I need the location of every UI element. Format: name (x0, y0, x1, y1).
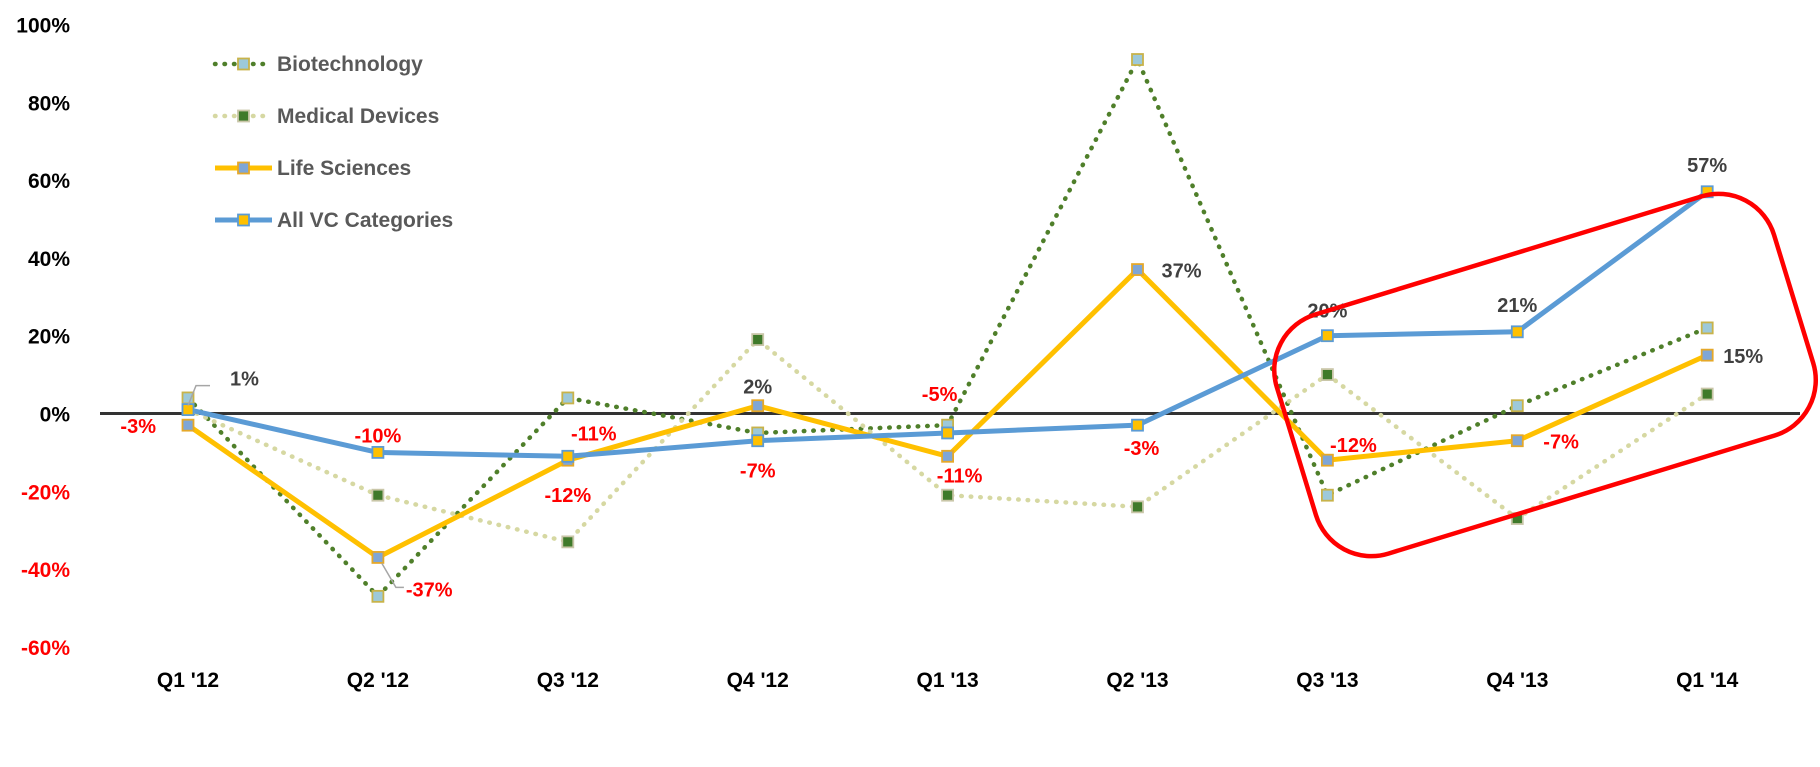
data-label: -10% (355, 425, 402, 447)
leader-line (187, 384, 210, 406)
y-tick-label: 100% (16, 15, 70, 38)
legend-marker (237, 57, 250, 71)
y-tick-label: 20% (28, 326, 70, 349)
data-point (371, 589, 385, 603)
data-point (941, 426, 954, 440)
data-label: 2% (743, 377, 772, 399)
x-tick-label: Q4 '13 (1486, 669, 1548, 692)
data-point (941, 449, 954, 463)
data-point (1321, 368, 1334, 382)
data-point (1131, 500, 1144, 514)
data-label: -11% (937, 465, 983, 487)
data-label: -37% (406, 579, 453, 601)
data-point (1700, 321, 1714, 335)
data-point (1131, 263, 1144, 276)
data-label: 1% (230, 369, 259, 391)
data-point (561, 449, 575, 463)
data-point (371, 488, 385, 502)
x-tick-label: Q1 '13 (916, 669, 978, 692)
data-label: 15% (1723, 346, 1763, 368)
y-tick-label: -40% (21, 559, 70, 582)
series-line (185, 337, 1710, 545)
data-point (1321, 488, 1334, 502)
x-tick-label: Q2 '12 (347, 669, 409, 692)
x-tick-label: Q1 '14 (1676, 669, 1739, 692)
y-tick-label: 0% (40, 404, 71, 427)
data-label: 21% (1497, 295, 1537, 317)
data-point (371, 445, 385, 459)
data-label: 37% (1162, 261, 1202, 283)
series-line (185, 57, 1710, 599)
data-point (1321, 329, 1334, 343)
legend-marker (237, 213, 250, 227)
data-point (1321, 453, 1334, 467)
data-point (751, 333, 765, 346)
legend-marker (237, 161, 250, 175)
data-point (181, 403, 195, 417)
data-point (1510, 399, 1524, 413)
x-tick-label: Q2 '13 (1106, 669, 1168, 692)
y-tick-label: 60% (28, 170, 70, 193)
y-tick-label: -20% (21, 481, 70, 504)
legend-label: Biotechnology (277, 53, 423, 76)
legend-label: Life Sciences (277, 157, 411, 180)
data-point (561, 391, 575, 405)
data-point (1700, 185, 1714, 199)
x-tick-label: Q3 '13 (1296, 669, 1358, 692)
x-tick-label: Q3 '12 (537, 669, 599, 692)
legend-label: All VC Categories (277, 209, 453, 232)
data-label: -5% (922, 384, 958, 406)
data-label: -11% (571, 423, 617, 445)
data-point (561, 535, 575, 549)
data-label: 57% (1687, 155, 1727, 177)
y-tick-label: -60% (21, 637, 70, 660)
data-point (751, 434, 765, 448)
data-point (1700, 348, 1714, 362)
data-label: -3% (1124, 438, 1160, 460)
data-label: -12% (1330, 435, 1377, 457)
leader-line (381, 563, 404, 589)
data-point (751, 399, 765, 413)
highlight-box (1271, 191, 1819, 559)
data-point (1700, 387, 1714, 401)
x-tick-label: Q4 '12 (727, 669, 789, 692)
legend-label: Medical Devices (277, 105, 439, 128)
x-tick-label: Q1 '12 (157, 669, 219, 692)
data-point (1510, 434, 1524, 448)
data-point (941, 488, 954, 502)
data-point (1131, 53, 1144, 66)
data-point (371, 551, 385, 564)
data-label: -7% (1543, 432, 1579, 454)
y-tick-label: 40% (28, 248, 70, 271)
data-label: -7% (740, 461, 776, 483)
data-point (1510, 325, 1524, 339)
data-point (181, 418, 195, 432)
y-tick-label: 80% (28, 92, 70, 115)
data-point (1131, 418, 1144, 432)
data-label: -12% (544, 485, 591, 507)
legend-marker (237, 109, 250, 123)
data-label: -3% (120, 416, 156, 438)
